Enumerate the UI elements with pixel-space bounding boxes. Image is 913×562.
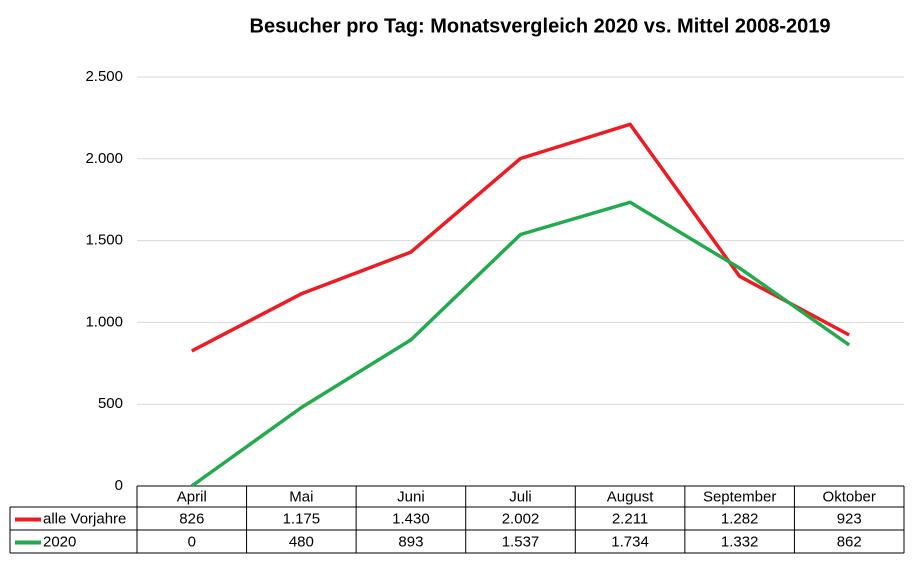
legend-label: alle Vorjahre bbox=[43, 510, 126, 527]
series-line bbox=[190, 122, 851, 353]
x-tick-label: September bbox=[703, 488, 776, 505]
data-label: 480 bbox=[289, 533, 314, 550]
data-label: 1.332 bbox=[721, 533, 759, 550]
y-tick-label: 500 bbox=[98, 395, 123, 412]
data-label: 923 bbox=[837, 510, 862, 527]
y-tick-label: 1.500 bbox=[85, 232, 123, 249]
legend-label: 2020 bbox=[43, 533, 76, 550]
x-tick-label: Mai bbox=[289, 488, 313, 505]
y-tick-label: 2.000 bbox=[85, 150, 123, 167]
data-label: 1.734 bbox=[611, 533, 649, 550]
y-tick-label: 1.000 bbox=[85, 313, 123, 330]
data-label: 2.211 bbox=[612, 510, 648, 527]
data-label: 2.002 bbox=[502, 510, 540, 527]
data-label: 0 bbox=[188, 533, 196, 550]
x-tick-label: August bbox=[607, 488, 655, 505]
data-label: 1.537 bbox=[502, 533, 540, 550]
y-tick-label: 0 bbox=[115, 477, 123, 494]
chart-title: Besucher pro Tag: Monatsvergleich 2020 v… bbox=[250, 15, 831, 37]
x-tick-label: Oktober bbox=[823, 488, 876, 505]
series-line bbox=[190, 200, 851, 488]
data-label: 1.175 bbox=[283, 510, 321, 527]
x-tick-label: April bbox=[177, 488, 207, 505]
x-tick-label: Juli bbox=[509, 488, 532, 505]
x-tick-label: Juni bbox=[397, 488, 425, 505]
data-label: 1.430 bbox=[392, 510, 430, 527]
data-label: 1.282 bbox=[721, 510, 759, 527]
y-tick-label: 2.500 bbox=[85, 68, 123, 85]
data-label: 826 bbox=[179, 510, 204, 527]
data-label: 862 bbox=[837, 533, 862, 550]
data-label: 893 bbox=[398, 533, 423, 550]
